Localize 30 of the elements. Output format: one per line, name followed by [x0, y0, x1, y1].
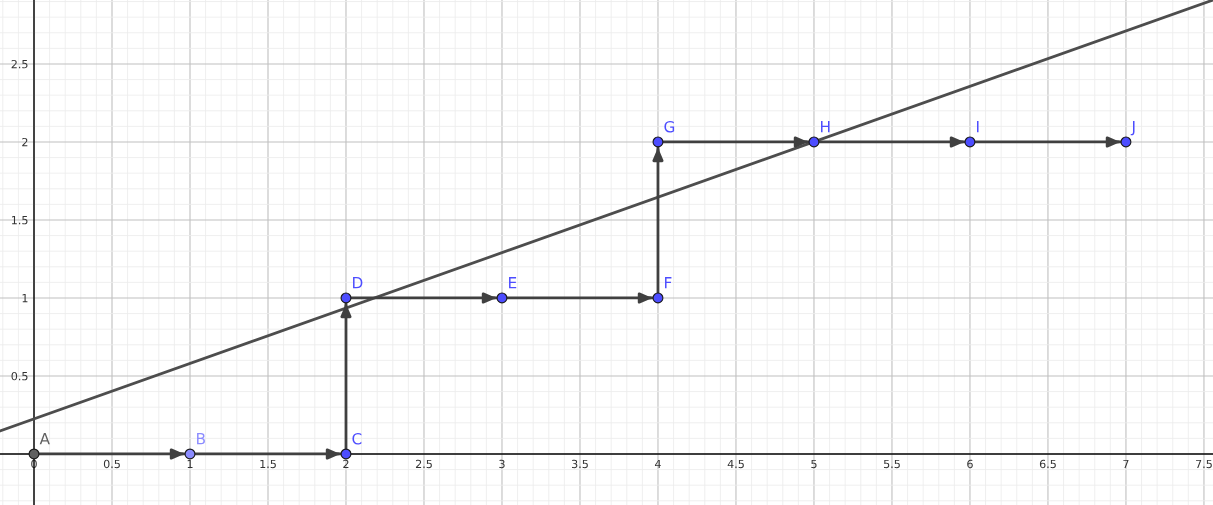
annotation: I — [977, 121, 979, 133]
x-tick-label: 3.5 — [571, 459, 588, 469]
x-tick-label: 4 — [654, 459, 661, 468]
x-tick-label: 6 — [967, 459, 973, 469]
annotation: F — [665, 277, 672, 289]
x-tick-label: 3 — [499, 459, 505, 469]
x-tick-label: 2 — [343, 459, 349, 468]
x-tick-label: 2.5 — [415, 459, 432, 469]
x-tick-label: 5.5 — [883, 459, 900, 469]
annotation: B — [197, 433, 205, 445]
x-tick-label: 6.5 — [1039, 459, 1056, 469]
annotation: E — [509, 277, 517, 289]
annotation: G — [664, 120, 675, 133]
annotation: A — [39, 433, 50, 445]
x-tick-label: 1 — [187, 459, 193, 468]
y-tick-label: 2 — [22, 137, 28, 147]
annotation: D — [353, 277, 363, 289]
x-tick-label: 1.5 — [260, 459, 276, 469]
x-tick-label: 7.5 — [1196, 459, 1212, 469]
x-tick-label: 7 — [1123, 459, 1129, 468]
x-tick-label: 5 — [811, 459, 817, 469]
annotation: C — [352, 432, 362, 445]
annotation: H — [821, 121, 830, 133]
annotation: J — [1130, 121, 1135, 136]
x-tick-label: 4.5 — [727, 459, 744, 469]
y-tick-label: 2.5 — [11, 59, 28, 69]
y-tick-label: 0.5 — [11, 371, 28, 381]
y-tick-label: 1.5 — [12, 216, 28, 225]
x-tick-label: 0.5 — [103, 459, 120, 469]
y-tick-label: 1 — [22, 294, 28, 303]
